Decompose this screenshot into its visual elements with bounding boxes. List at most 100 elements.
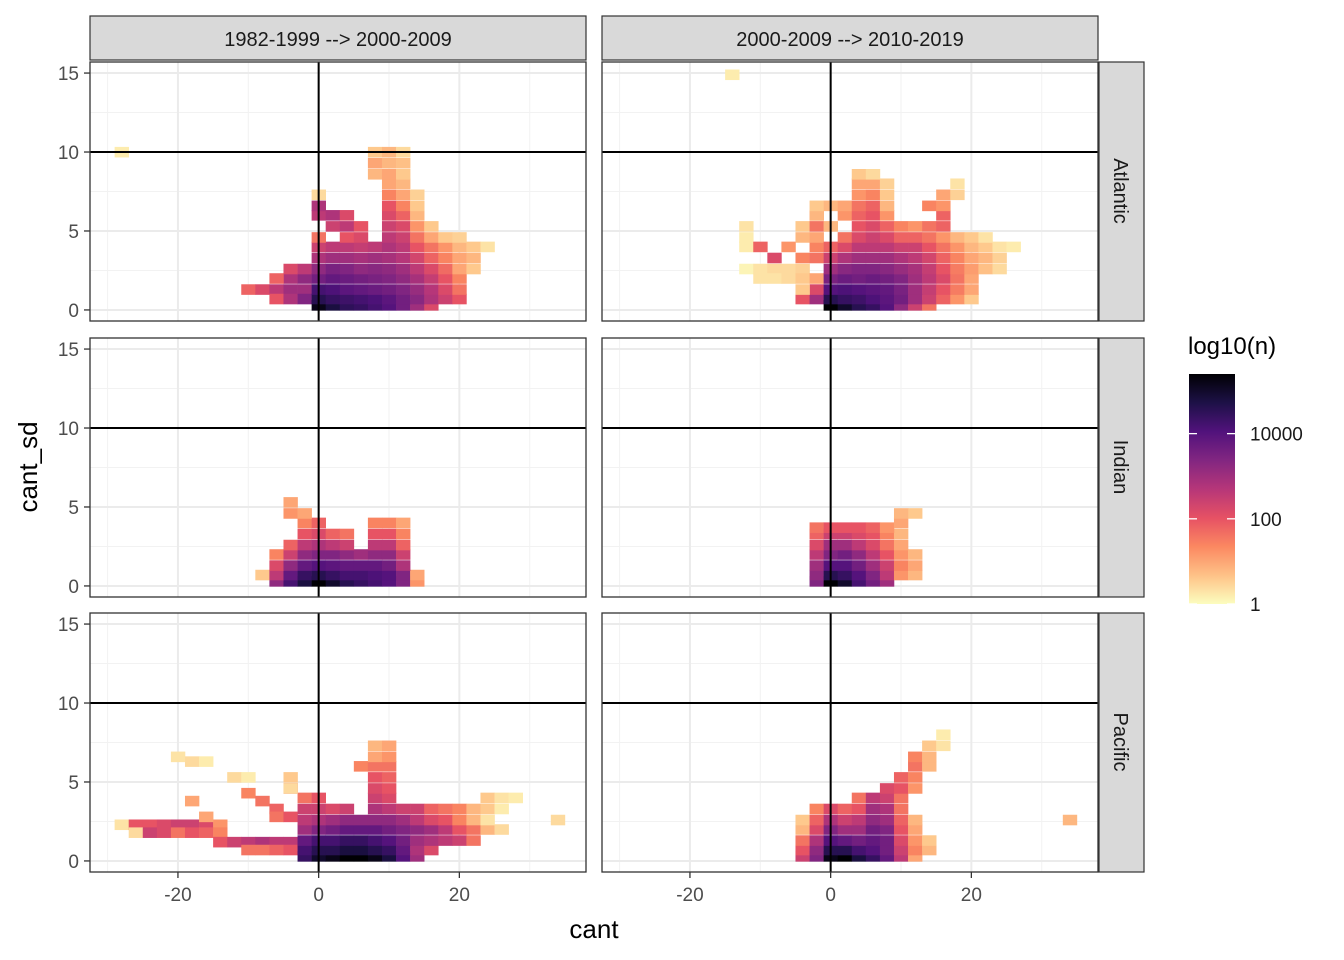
panel-border [601, 337, 1099, 598]
heatmap-bin [865, 549, 881, 560]
heatmap-bin [879, 284, 895, 295]
heatmap-bin [353, 293, 369, 305]
heatmap-bin [908, 569, 923, 581]
heatmap-bin [353, 824, 369, 835]
heatmap-bin [753, 263, 768, 275]
heatmap-bin [795, 232, 810, 243]
heatmap-bin [795, 284, 810, 295]
heatmap-bin [381, 221, 397, 232]
heatmap-bin [795, 844, 810, 856]
heatmap-bin [795, 263, 810, 275]
heatmap-bin [396, 284, 411, 295]
legend-tick-label: 10000 [1250, 425, 1303, 446]
column-strip-1: 1982-1999 --> 2000-2009 [89, 15, 587, 61]
heatmap-bin [879, 300, 895, 311]
heatmap-bin [367, 560, 383, 571]
heatmap-bin [367, 740, 383, 752]
heatmap-bin [908, 772, 923, 783]
column-strip-2-label: 2000-2009 --> 2010-2019 [736, 29, 963, 51]
heatmap-bin [283, 569, 298, 581]
heatmap-bin [466, 252, 481, 264]
heatmap-bin [837, 232, 853, 243]
heatmap-bin [283, 508, 298, 519]
heatmap-bin [950, 232, 965, 243]
heatmap-bin [325, 824, 341, 835]
heatmap-bin [795, 273, 810, 284]
heatmap-bin [936, 241, 951, 253]
heatmap-bin [908, 293, 923, 305]
heatmap-bin [452, 814, 467, 826]
heatmap-bin [837, 824, 853, 835]
heatmap-bin [837, 576, 853, 587]
heatmap-bin [367, 549, 383, 560]
heatmap-bin [809, 549, 824, 560]
heatmap-bin [809, 241, 824, 253]
heatmap-bin [128, 819, 144, 831]
heatmap-bin [424, 803, 439, 815]
heatmap-bin [837, 284, 853, 295]
heatmap-bin [725, 69, 740, 81]
heatmap-bin [410, 803, 425, 815]
heatmap-bin [809, 569, 824, 581]
heatmap-bin [297, 528, 312, 540]
heatmap-bin [837, 569, 853, 581]
heatmap-bin [466, 263, 481, 275]
heatmap-bin [739, 263, 754, 275]
heatmap-bin [893, 284, 909, 295]
heatmap-bin [809, 835, 824, 846]
heatmap-bin [837, 549, 853, 560]
heatmap-bin [908, 814, 923, 826]
heatmap-bin [851, 232, 867, 243]
heatmap-bin [809, 221, 824, 232]
heatmap-bin [879, 232, 895, 243]
heatmap-bin [922, 761, 937, 772]
heatmap-bin [865, 210, 881, 221]
row-strip-1: Atlantic [1098, 61, 1145, 322]
heatmap-bin [851, 539, 867, 551]
heatmap-bin [809, 814, 824, 826]
heatmap-bin [865, 169, 881, 180]
heatmap-bin [381, 569, 397, 581]
y-tick-label: 15 [58, 64, 79, 85]
heatmap-bin [893, 783, 909, 794]
heatmap-bin [381, 539, 397, 551]
heatmap-bin [494, 792, 509, 804]
heatmap-bin [339, 241, 355, 253]
panel-border [89, 61, 587, 322]
heatmap-bin [410, 824, 425, 835]
heatmap-bin [922, 252, 937, 264]
heatmap-bin [992, 241, 1007, 253]
heatmap-bin [851, 824, 867, 835]
heatmap-bin [283, 284, 298, 295]
heatmap-bin [837, 528, 853, 540]
heatmap-bin [908, 252, 923, 264]
heatmap-bin [795, 252, 810, 264]
heatmap-bin [865, 824, 881, 835]
heatmap-bin [893, 539, 909, 551]
heatmap-bin [851, 200, 867, 212]
heatmap-bin [353, 263, 369, 275]
heatmap-bin [339, 539, 355, 551]
heatmap-bin [893, 221, 909, 232]
heatmap-bin [424, 814, 439, 826]
heatmap-bin [908, 221, 923, 232]
heatmap-bin [950, 293, 965, 305]
heatmap-bin [410, 221, 425, 232]
heatmap-bin [936, 740, 951, 752]
heatmap-bin [438, 835, 453, 846]
heatmap-bin [893, 232, 909, 243]
heatmap-bin [283, 844, 298, 856]
heatmap-bin [255, 284, 270, 295]
heatmap-bin [339, 824, 355, 835]
heatmap-bin [438, 232, 453, 243]
heatmap-bin [908, 232, 923, 243]
heatmap-bin [795, 293, 810, 305]
heatmap-bin [879, 522, 895, 533]
heatmap-bin [809, 522, 824, 533]
heatmap-bin [908, 783, 923, 794]
heatmap-bin [851, 210, 867, 221]
heatmap-bin [893, 300, 909, 311]
heatmap-bin [325, 549, 341, 560]
heatmap-bin [893, 549, 909, 560]
